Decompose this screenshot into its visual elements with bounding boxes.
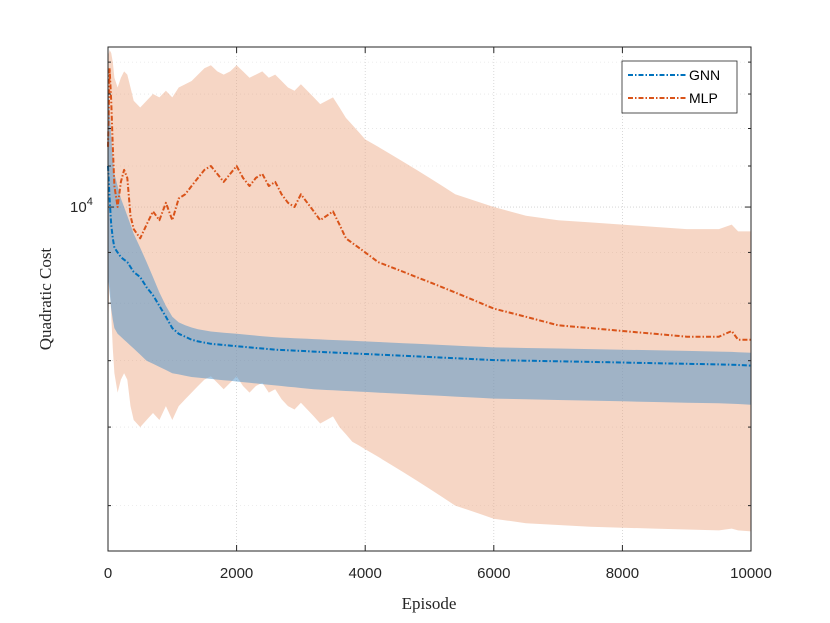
plot-background <box>108 47 751 551</box>
plot-frame <box>107 46 752 552</box>
legend-label-gnn: GNN <box>689 67 720 83</box>
confidence-bands <box>108 50 751 532</box>
y-tick-label: 104 <box>70 196 93 216</box>
grid <box>108 47 751 551</box>
y-tick-label-exponent: 4 <box>87 196 93 208</box>
y-axis-title: Quadratic Cost <box>36 248 55 351</box>
x-axis-title: Episode <box>402 594 457 613</box>
legend: GNN MLP <box>621 60 738 114</box>
band-gnn <box>108 77 751 405</box>
x-tick-label: 2000 <box>220 565 253 582</box>
x-tick-label: 8000 <box>606 565 639 582</box>
band-mlp <box>108 50 751 532</box>
x-tick-label: 0 <box>104 565 112 582</box>
x-tick-label: 4000 <box>349 565 382 582</box>
x-tick-label: 10000 <box>730 565 772 582</box>
x-tick-label: 6000 <box>477 565 510 582</box>
legend-box <box>621 60 738 114</box>
legend-label-mlp: MLP <box>689 90 718 106</box>
series-lines <box>107 67 752 367</box>
series-line-gnn <box>107 165 752 367</box>
series-line-mlp <box>107 67 751 341</box>
axis-ticks: 0 2000 4000 6000 8000 10000 104 <box>70 47 772 582</box>
